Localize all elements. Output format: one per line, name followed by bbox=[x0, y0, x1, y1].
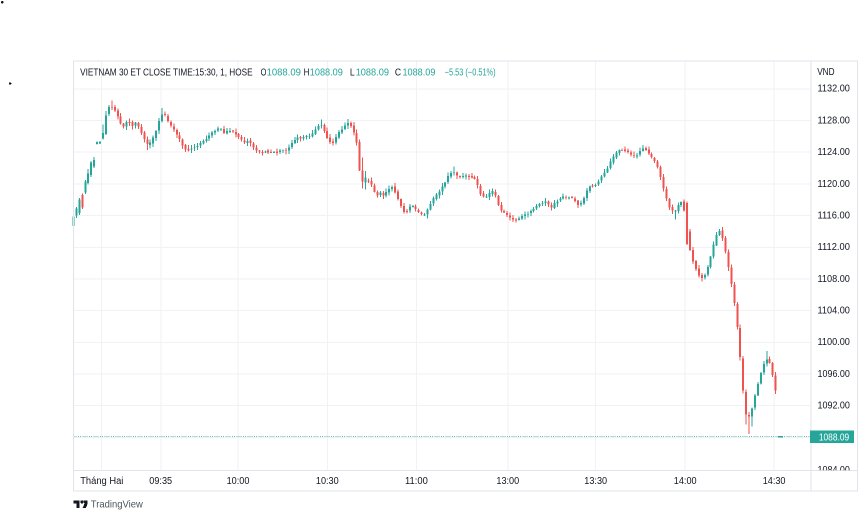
svg-text:1132.00: 1132.00 bbox=[818, 84, 851, 95]
svg-text:1104.00: 1104.00 bbox=[818, 306, 851, 317]
svg-text:1088.09: 1088.09 bbox=[267, 68, 301, 79]
svg-text:1096.00: 1096.00 bbox=[818, 369, 851, 380]
svg-text:1108.00: 1108.00 bbox=[818, 274, 851, 285]
svg-text:TradingView: TradingView bbox=[91, 499, 143, 511]
svg-text:1088.09: 1088.09 bbox=[310, 68, 343, 79]
svg-text:1084.00: 1084.00 bbox=[818, 465, 851, 476]
svg-text:1128.00: 1128.00 bbox=[818, 115, 851, 126]
svg-text:10:00: 10:00 bbox=[227, 476, 250, 487]
svg-text:14:00: 14:00 bbox=[674, 476, 697, 487]
svg-text:VND: VND bbox=[817, 67, 834, 78]
svg-text:13:30: 13:30 bbox=[584, 476, 607, 487]
svg-text:11:00: 11:00 bbox=[405, 476, 428, 487]
svg-text:10:30: 10:30 bbox=[316, 476, 339, 487]
svg-text:1088.09: 1088.09 bbox=[403, 68, 436, 79]
svg-text:1100.00: 1100.00 bbox=[818, 337, 851, 348]
svg-text:−5.53 (−0.51%): −5.53 (−0.51%) bbox=[445, 68, 496, 79]
svg-text:Tháng Hai: Tháng Hai bbox=[80, 476, 123, 487]
svg-text:1112.00: 1112.00 bbox=[818, 242, 851, 253]
svg-text:H: H bbox=[304, 68, 310, 79]
svg-text:L: L bbox=[350, 68, 355, 79]
svg-text:09:35: 09:35 bbox=[149, 476, 172, 487]
svg-text:1088.09: 1088.09 bbox=[356, 68, 389, 79]
svg-text:14:30: 14:30 bbox=[763, 476, 786, 487]
svg-text:1120.00: 1120.00 bbox=[818, 179, 851, 190]
svg-text:1116.00: 1116.00 bbox=[818, 211, 851, 222]
svg-text:O: O bbox=[261, 68, 267, 79]
svg-text:1124.00: 1124.00 bbox=[818, 147, 851, 158]
svg-text:13:00: 13:00 bbox=[496, 476, 519, 487]
svg-text:1092.00: 1092.00 bbox=[818, 401, 851, 412]
svg-text:1088.09: 1088.09 bbox=[819, 432, 850, 443]
svg-text:C: C bbox=[395, 68, 401, 79]
svg-text:VIETNAM 30 ET CLOSE TIME:15:30: VIETNAM 30 ET CLOSE TIME:15:30, 1, HOSE bbox=[80, 68, 253, 79]
